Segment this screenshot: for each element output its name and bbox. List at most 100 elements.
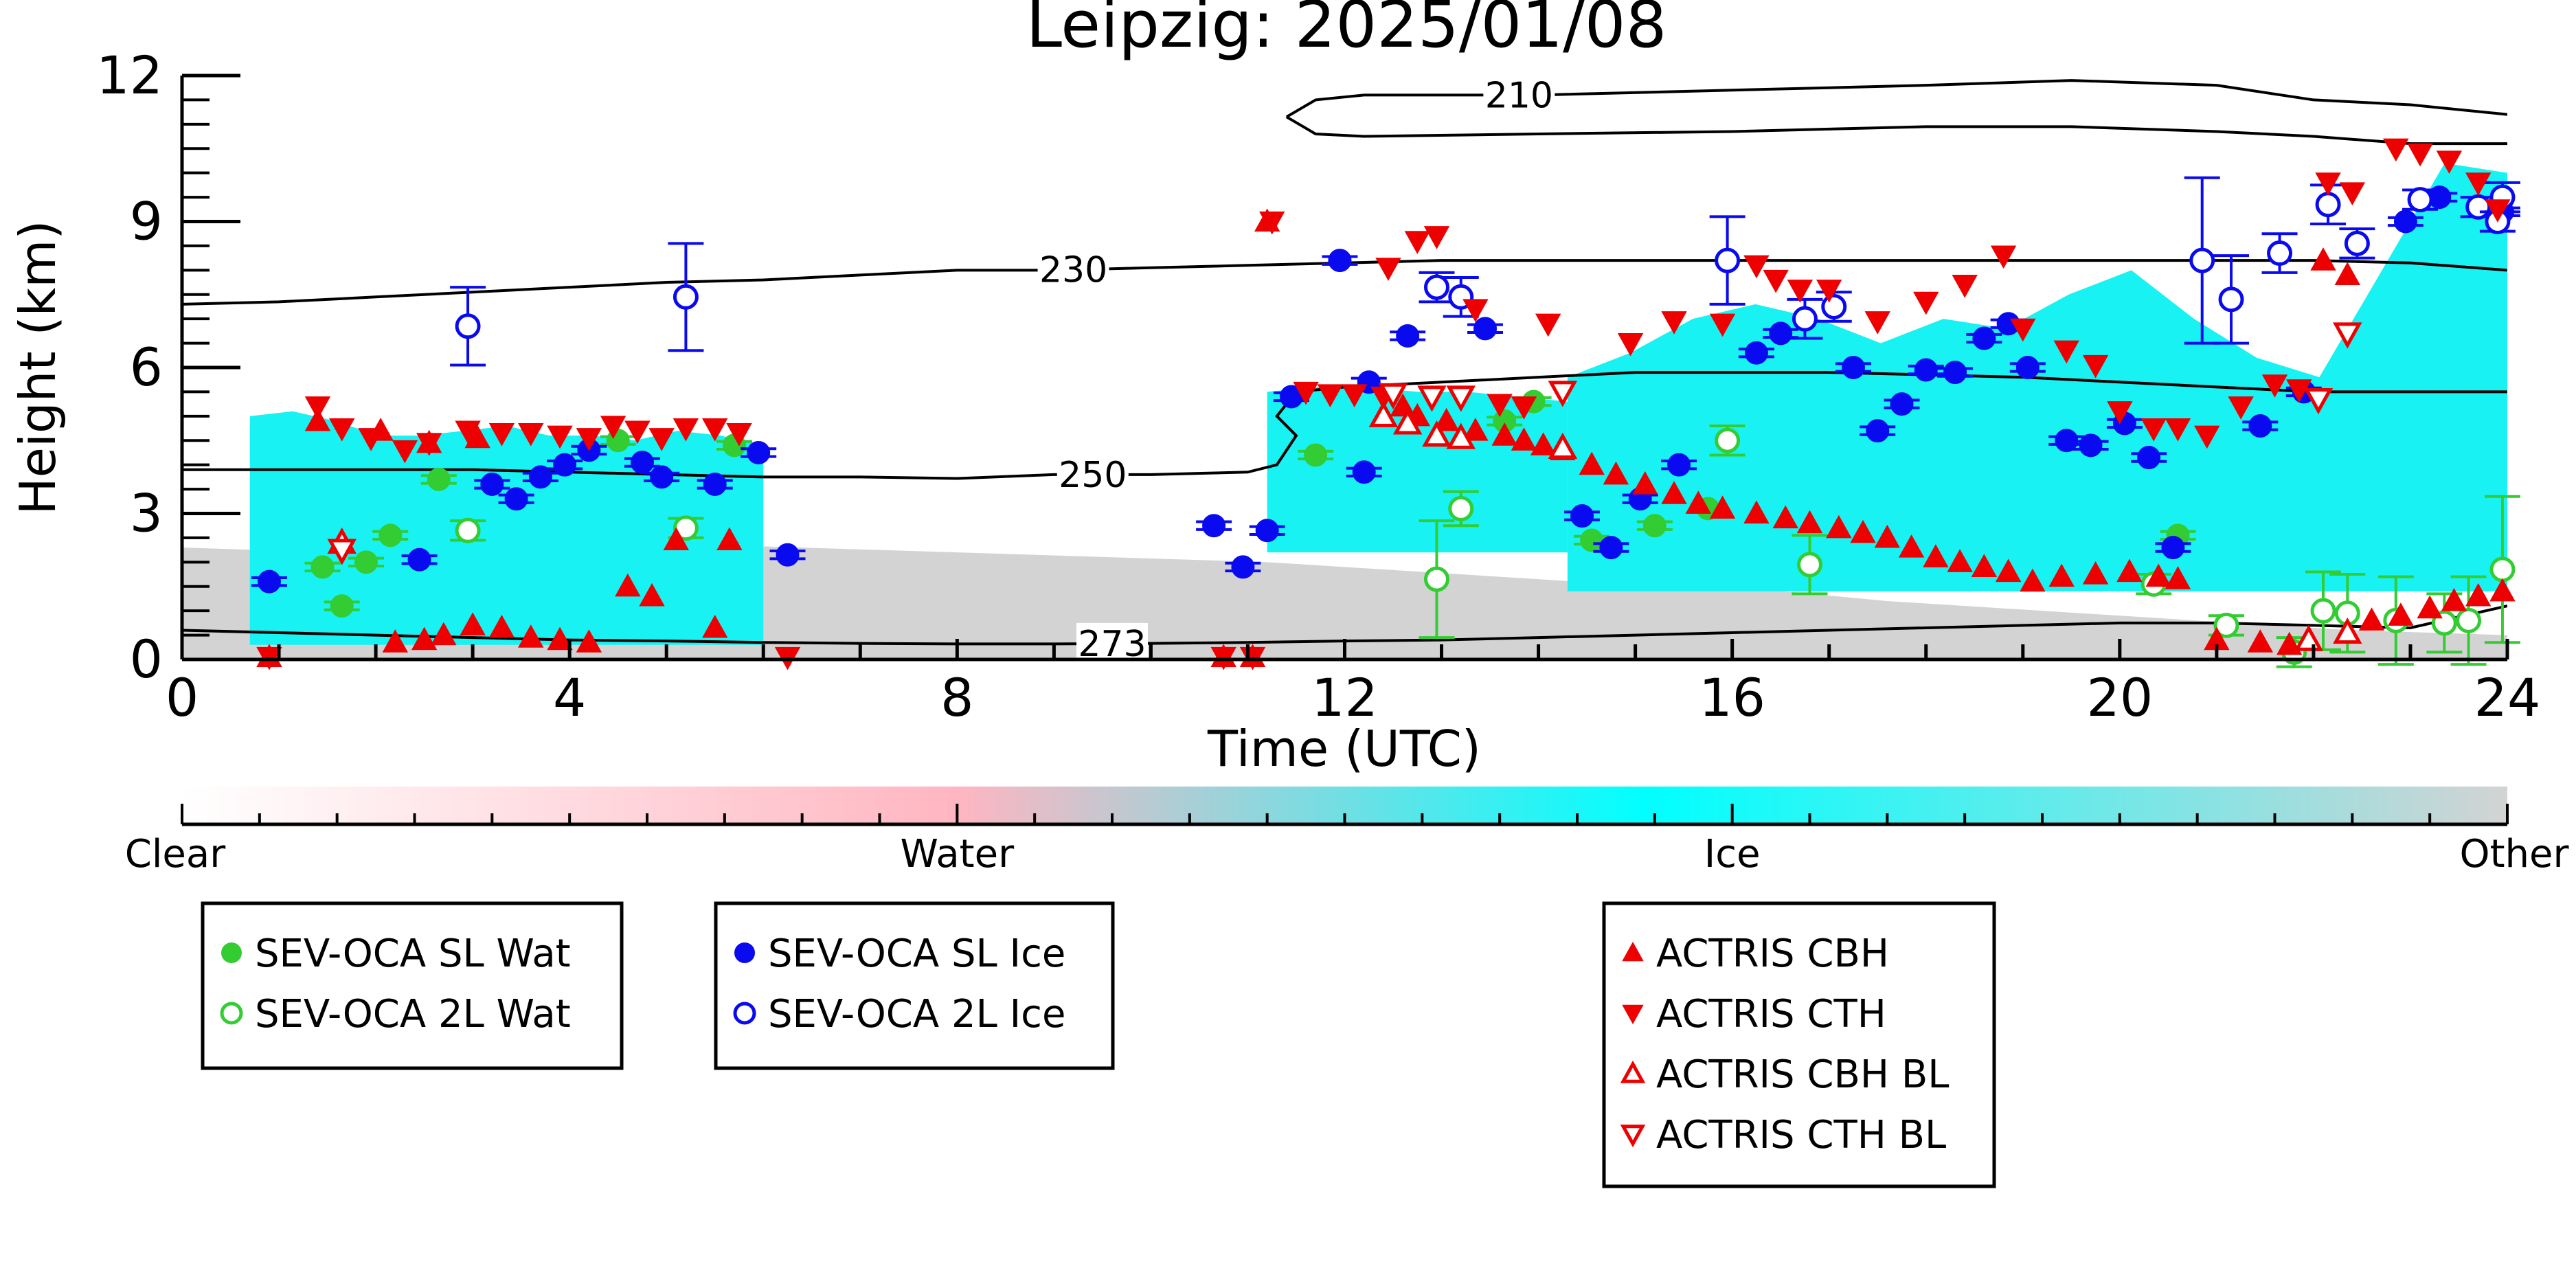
x-tick-label: 24 <box>2474 667 2541 728</box>
marker-actris-cth <box>1763 269 1789 293</box>
marker-sev-oca-sl-ice <box>528 465 552 489</box>
colorbar-label: Clear <box>125 832 226 877</box>
marker-actris-cth <box>2107 401 2133 425</box>
marker-actris-cth <box>2485 199 2511 223</box>
x-tick-label: 12 <box>1311 667 1378 728</box>
marker-actris-cbh-bl <box>1368 400 1399 427</box>
marker-sev-oca-sl-ice <box>2161 536 2185 560</box>
marker-sev-oca-2l-ice <box>1715 247 1741 273</box>
legend-marker <box>1622 941 1644 962</box>
marker-sev-oca-sl-ice <box>504 487 528 511</box>
marker-sev-oca-sl-wat <box>427 467 451 491</box>
marker-sev-oca-sl-ice <box>1473 317 1498 341</box>
marker-sev-oca-sl-ice <box>1599 536 1623 560</box>
isotherm-label: 250 <box>1059 455 1127 496</box>
marker-actris-cbh <box>1971 554 1998 578</box>
marker-sev-oca-sl-ice <box>1972 326 1996 350</box>
marker-sev-oca-sl-ice <box>703 473 727 496</box>
marker-actris-cbh <box>1433 407 1460 431</box>
marker-sev-oca-2l-wat <box>1715 427 1741 453</box>
x-tick-label: 4 <box>553 667 586 728</box>
marker-actris-cth-bl <box>1446 385 1476 412</box>
marker-actris-cbh <box>2116 558 2143 583</box>
marker-actris-cth <box>1990 245 2017 269</box>
colorbar-label: Other <box>2459 832 2569 877</box>
marker-sev-oca-2l-wat <box>1448 495 1474 521</box>
marker-sev-oca-sl-ice <box>1890 392 1914 416</box>
marker-actris-cbh <box>1947 549 1973 572</box>
classification-colorbar: Clear Water Ice Other <box>125 787 2569 877</box>
marker-actris-cth <box>1709 313 1736 337</box>
isotherm-label-bg <box>1076 622 1148 663</box>
marker-sev-oca-sl-ice <box>407 547 431 572</box>
marker-sev-oca-sl-ice <box>1914 358 1938 382</box>
marker-actris-cth <box>2436 150 2463 174</box>
marker-sev-oca-sl-ice <box>776 543 800 567</box>
marker-actris-cth <box>2407 143 2433 167</box>
marker-actris-cbh <box>1743 500 1770 524</box>
marker-sev-oca-2l-ice <box>2344 230 2370 256</box>
y-axis-label: Height (km) <box>9 221 67 515</box>
marker-actris-cth-bl <box>1378 383 1408 410</box>
marker-actris-cth <box>2194 425 2220 449</box>
marker-sev-oca-2l-wat <box>1797 552 1822 578</box>
marker-actris-cbh <box>2465 583 2492 607</box>
marker-actris-cth <box>358 428 384 451</box>
marker-sev-oca-sl-wat <box>1642 514 1667 538</box>
marker-actris-cth-bl <box>327 539 357 565</box>
legend-marker <box>221 942 242 963</box>
marker-actris-cbh-bl <box>2294 624 2324 651</box>
marker-sev-oca-2l-ice <box>1792 306 1818 332</box>
marker-actris-cbh <box>1511 427 1537 451</box>
y-tick-label: 9 <box>130 191 163 252</box>
marker-actris-cbh <box>2310 247 2336 271</box>
isotherm-label-bg <box>1483 74 1555 115</box>
marker-sev-oca-sl-ice <box>1769 321 1793 346</box>
marker-actris-cth <box>1952 274 1978 298</box>
legend-marker <box>734 942 755 963</box>
marker-sev-oca-2l-ice <box>2315 192 2341 218</box>
marker-actris-cbh <box>1874 524 1901 548</box>
marker-sev-oca-2l-wat <box>2310 598 2336 624</box>
ice-class-region <box>1267 387 1568 553</box>
marker-actris-cbh <box>518 624 544 648</box>
marker-actris-cbh <box>2165 566 2191 589</box>
marker-sev-oca-2l-ice <box>673 284 699 310</box>
marker-actris-cbh <box>1898 534 1925 558</box>
marker-sev-oca-sl-wat <box>379 523 403 547</box>
marker-actris-cbh <box>576 629 602 653</box>
marker-sev-oca-sl-ice <box>630 451 654 475</box>
legend-label: ACTRIS CTH <box>1656 992 1886 1037</box>
marker-actris-cbh <box>716 527 743 551</box>
marker-actris-cth <box>648 428 675 451</box>
marker-sev-oca-2l-ice <box>1423 274 1449 300</box>
legend-label: SEV-OCA 2L Ice <box>768 992 1065 1037</box>
legend-marker <box>1620 1060 1646 1083</box>
marker-actris-cth-bl <box>2303 387 2334 415</box>
marker-sev-oca-sl-ice <box>747 440 771 464</box>
marker-actris-cth <box>518 423 544 447</box>
marker-actris-cth <box>1617 332 1644 357</box>
marker-actris-cth <box>2286 379 2312 403</box>
marker-sev-oca-2l-ice <box>2465 194 2492 220</box>
marker-actris-cth <box>2465 172 2492 196</box>
marker-actris-cbh-bl <box>1422 420 1451 447</box>
marker-sev-oca-sl-ice <box>1667 453 1691 477</box>
marker-actris-cth <box>392 440 418 464</box>
marker-actris-cth <box>2053 340 2079 364</box>
marker-sev-oca-2l-ice <box>1821 293 1847 319</box>
legend-box <box>714 901 1115 1070</box>
marker-sev-oca-2l-wat <box>2489 556 2516 583</box>
marker-actris-cth <box>304 396 331 420</box>
marker-sev-oca-sl-ice <box>650 465 674 489</box>
plot-axes: 0 3 6 9 12 0 4 8 12 16 20 24 <box>96 45 2540 728</box>
marker-sev-oca-sl-ice <box>2393 210 2417 234</box>
marker-actris-cth <box>673 418 699 442</box>
marker-actris-cbh <box>1923 544 1949 567</box>
marker-actris-cbh <box>2489 578 2516 602</box>
y-tick-label: 3 <box>130 483 163 544</box>
marker-sev-oca-sl-ice <box>2079 433 2103 457</box>
marker-actris-cbh <box>2441 587 2467 611</box>
marker-sev-oca-2l-ice <box>2407 187 2433 213</box>
marker-actris-cth <box>726 423 752 447</box>
